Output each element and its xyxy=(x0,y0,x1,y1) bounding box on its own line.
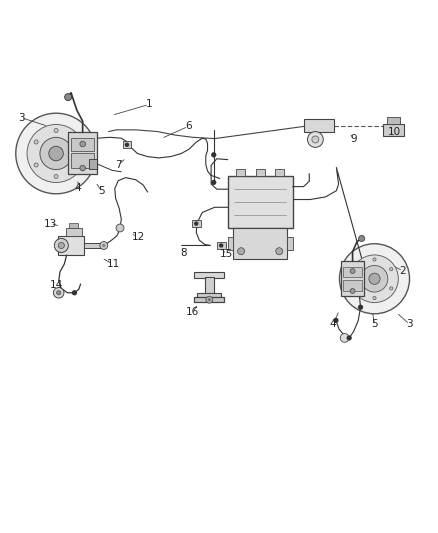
Bar xyxy=(198,294,221,298)
Circle shape xyxy=(65,94,72,101)
Text: 7: 7 xyxy=(115,160,122,170)
Bar xyxy=(217,242,226,249)
Circle shape xyxy=(54,128,58,133)
Circle shape xyxy=(206,296,213,303)
Circle shape xyxy=(34,163,38,167)
Circle shape xyxy=(53,287,64,298)
Text: 5: 5 xyxy=(371,319,378,329)
Bar xyxy=(387,117,400,124)
Circle shape xyxy=(72,290,77,295)
Circle shape xyxy=(100,241,108,249)
Circle shape xyxy=(80,141,85,147)
Circle shape xyxy=(194,221,198,226)
Circle shape xyxy=(116,224,124,232)
Circle shape xyxy=(361,265,388,292)
Circle shape xyxy=(359,236,365,241)
Circle shape xyxy=(74,163,78,167)
Bar xyxy=(383,124,404,136)
Text: 4: 4 xyxy=(74,183,81,192)
Bar xyxy=(71,154,94,168)
Bar xyxy=(192,220,201,227)
Circle shape xyxy=(369,273,380,285)
Text: 2: 2 xyxy=(399,266,406,276)
Circle shape xyxy=(49,146,64,161)
Text: 13: 13 xyxy=(44,219,57,229)
Bar xyxy=(205,277,214,295)
Circle shape xyxy=(351,255,398,303)
Circle shape xyxy=(211,180,216,185)
Bar xyxy=(89,159,97,169)
Text: 1: 1 xyxy=(145,100,152,109)
Bar xyxy=(68,132,97,174)
Text: 5: 5 xyxy=(98,186,105,196)
Text: 4: 4 xyxy=(329,319,336,329)
Circle shape xyxy=(74,140,78,144)
Circle shape xyxy=(312,136,319,143)
Circle shape xyxy=(54,174,58,179)
Bar xyxy=(304,119,334,132)
Circle shape xyxy=(356,287,359,290)
Circle shape xyxy=(276,248,283,255)
Bar xyxy=(287,237,293,249)
Text: 9: 9 xyxy=(350,134,357,144)
Circle shape xyxy=(373,296,376,300)
Bar xyxy=(69,223,78,228)
Text: 3: 3 xyxy=(406,319,413,329)
Bar xyxy=(194,272,224,278)
Circle shape xyxy=(333,318,339,323)
Text: 3: 3 xyxy=(18,112,25,123)
Circle shape xyxy=(54,238,68,253)
Bar xyxy=(194,297,224,302)
Bar xyxy=(341,261,364,296)
Circle shape xyxy=(57,290,61,295)
Circle shape xyxy=(16,113,96,194)
Circle shape xyxy=(356,268,359,271)
Circle shape xyxy=(125,142,129,147)
Bar xyxy=(71,139,94,151)
Bar xyxy=(84,243,105,248)
Circle shape xyxy=(58,243,64,248)
Circle shape xyxy=(40,138,72,169)
Text: 14: 14 xyxy=(49,280,63,290)
Circle shape xyxy=(390,287,393,290)
Bar xyxy=(237,169,245,176)
Text: 11: 11 xyxy=(106,260,120,269)
Text: 8: 8 xyxy=(180,248,187,259)
Circle shape xyxy=(339,244,410,314)
Bar xyxy=(58,236,84,255)
Circle shape xyxy=(350,288,355,294)
Circle shape xyxy=(307,132,323,147)
Text: 10: 10 xyxy=(388,127,401,136)
Bar xyxy=(123,141,131,148)
Bar xyxy=(275,169,284,176)
Bar xyxy=(233,228,287,259)
Circle shape xyxy=(350,269,355,273)
Text: 15: 15 xyxy=(220,249,233,259)
Circle shape xyxy=(34,140,38,144)
Bar xyxy=(228,176,293,228)
Text: 16: 16 xyxy=(186,308,199,318)
Bar xyxy=(256,169,265,176)
Text: 12: 12 xyxy=(131,232,145,242)
Circle shape xyxy=(27,125,85,182)
Bar xyxy=(228,237,233,249)
Circle shape xyxy=(211,152,216,157)
Circle shape xyxy=(219,243,223,248)
Bar xyxy=(66,228,82,236)
Circle shape xyxy=(80,165,85,171)
Text: 6: 6 xyxy=(185,122,192,131)
Circle shape xyxy=(358,304,363,310)
Circle shape xyxy=(102,244,106,247)
Circle shape xyxy=(340,334,349,342)
Circle shape xyxy=(237,248,244,255)
Circle shape xyxy=(346,335,352,341)
Circle shape xyxy=(208,298,211,301)
Bar xyxy=(343,267,362,277)
Circle shape xyxy=(373,258,376,261)
Circle shape xyxy=(390,268,393,271)
Bar xyxy=(343,280,362,291)
